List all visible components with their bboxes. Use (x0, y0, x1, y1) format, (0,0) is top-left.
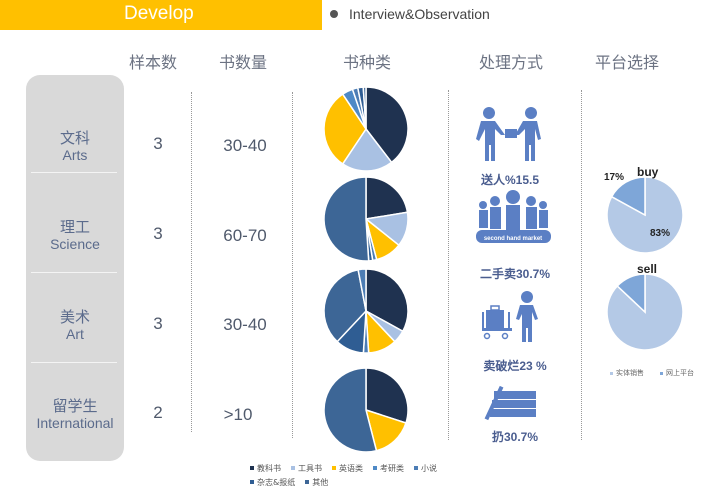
buy-title: buy (637, 165, 659, 179)
legend-swatch (305, 480, 310, 484)
platform-legend: 实体销售 网上平台 (610, 368, 710, 378)
legend-label: 小说 (421, 463, 437, 473)
legend-label: 其他 (312, 477, 329, 487)
second-hand-market-icon: second hand market (476, 190, 551, 243)
column-divider (292, 92, 293, 438)
books-arts: 30-40 (223, 136, 267, 155)
pie-理工-slice-6 (323, 176, 370, 262)
legend-item: 网上平台 (660, 368, 694, 378)
pie-留学生-slice-0 (365, 367, 409, 424)
pie-理工-slice-0 (365, 176, 409, 220)
legend-swatch (332, 466, 336, 470)
platform-pies (606, 176, 684, 351)
samples-international: 2 (153, 403, 163, 422)
buy-pie-slice-1 (610, 176, 646, 217)
legend-item: 工具书 (291, 461, 322, 475)
header-bar: Develop (0, 0, 322, 30)
legend-label: 考研类 (380, 463, 404, 473)
method-second-hand-label: 二手卖30.7% (479, 267, 551, 281)
category-zh: 美术 (59, 308, 90, 326)
pie-文科-slice-6 (362, 86, 367, 130)
legend-item: 实体销售 (610, 368, 644, 378)
category-en: Science (50, 236, 100, 252)
divider (31, 362, 117, 363)
buy-pie-slice-0 (606, 176, 684, 254)
col-header-platform: 平台选择 (594, 53, 659, 72)
subtitle-text: Interview&Observation (349, 6, 490, 22)
legend-label: 英语类 (339, 463, 363, 473)
category-zh: 理工 (59, 218, 90, 236)
scrap-cart-icon (482, 291, 538, 342)
method-discard-label: 扔30.7% (491, 430, 539, 444)
category-arts: 文科 Arts (26, 129, 124, 164)
category-art: 美术 Art (26, 308, 124, 343)
book-type-legend: 教科书 工具书 英语类 考研类 小说杂志&报纸 其他 (250, 461, 450, 489)
legend-swatch (250, 480, 254, 484)
col-header-disposal: 处理方式 (478, 53, 543, 72)
book-type-pies (323, 86, 409, 453)
samples-arts: 3 (153, 134, 163, 153)
category-zh: 留学生 (52, 397, 98, 415)
category-en: International (36, 415, 114, 431)
legend-label: 实体销售 (616, 369, 644, 377)
method-gift-label: 送人%15.5 (480, 173, 540, 187)
legend-swatch (250, 466, 254, 470)
books-international: >10 (223, 405, 253, 424)
legend-swatch (660, 371, 663, 375)
legend-item: 考研类 (373, 461, 404, 475)
books-art: 30-40 (223, 315, 267, 334)
bullet-icon (330, 10, 338, 18)
category-science: 理工 Science (26, 218, 124, 253)
legend-label: 杂志&报纸 (257, 477, 296, 487)
samples-science: 3 (153, 224, 163, 243)
legend-label: 网上平台 (666, 369, 694, 377)
legend-swatch (414, 466, 418, 470)
pie-文科-slice-2 (323, 93, 367, 165)
books-science: 60-70 (223, 226, 267, 245)
col-header-book-count: 书数量 (218, 53, 267, 72)
sell-pie-slice-1 (616, 273, 646, 314)
column-divider (191, 92, 192, 432)
category-zh: 文科 (59, 129, 90, 147)
legend-swatch (291, 466, 295, 470)
category-en: Arts (62, 147, 88, 163)
page-title: Develop (124, 3, 194, 24)
legend-swatch (373, 466, 377, 470)
pie-美术-slice-0 (365, 268, 409, 333)
pie-美术-slice-7 (357, 268, 367, 312)
category-en: Art (66, 326, 84, 342)
pie-文科-slice-0 (365, 86, 409, 164)
legend-item: 教科书 (250, 461, 281, 475)
legend-item: 小说 (414, 461, 437, 475)
section-subtitle: Interview&Observation (330, 6, 490, 22)
category-international: 留学生 International (26, 397, 124, 432)
legend-item: 英语类 (332, 461, 363, 475)
divider (31, 172, 117, 173)
category-panel (26, 75, 124, 461)
column-divider (448, 90, 449, 440)
sell-title: sell (637, 262, 658, 276)
legend-label: 教科书 (257, 463, 281, 473)
market-badge: second hand market (484, 236, 542, 242)
legend-swatch (610, 371, 613, 375)
book-stack-icon (484, 385, 536, 421)
pie-留学生-slice-6 (323, 367, 378, 453)
buy-pct-offline: 83% (650, 228, 671, 239)
method-scrap-label: 卖破烂23 % (483, 359, 547, 373)
col-header-samples: 样本数 (128, 53, 177, 72)
samples-art: 3 (153, 314, 163, 333)
pie-文科-slice-1 (341, 127, 393, 172)
divider (31, 272, 117, 273)
legend-item: 其他 (305, 475, 328, 489)
col-header-book-types: 书种类 (342, 53, 391, 72)
pie-美术-slice-6 (323, 268, 367, 343)
handover-icon (476, 107, 541, 161)
column-divider (581, 90, 582, 440)
legend-item: 杂志&报纸 (250, 475, 295, 489)
buy-pct-online: 17% (604, 172, 625, 183)
legend-label: 工具书 (298, 463, 322, 473)
